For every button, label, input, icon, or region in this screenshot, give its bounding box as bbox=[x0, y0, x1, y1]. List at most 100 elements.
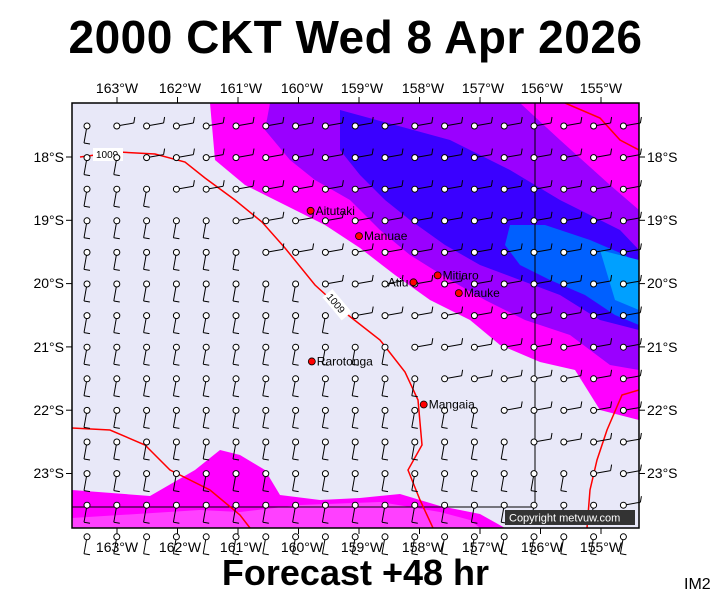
wind-barb bbox=[292, 375, 300, 398]
wind-barb bbox=[470, 243, 493, 256]
wind-barb bbox=[351, 243, 374, 256]
wind-barb bbox=[143, 375, 151, 398]
wind-barb bbox=[351, 438, 359, 461]
wind-barb bbox=[441, 533, 449, 556]
wind-barb bbox=[441, 243, 464, 256]
wind-barb bbox=[441, 338, 464, 351]
wind-barb bbox=[500, 243, 523, 256]
wind-barb bbox=[500, 180, 523, 193]
wind-barb bbox=[292, 470, 300, 493]
place-label: Atiu bbox=[388, 275, 409, 289]
wind-barb bbox=[321, 406, 329, 429]
wind-barb bbox=[83, 406, 91, 429]
lat-tick-label: 23°S bbox=[647, 465, 678, 481]
wind-barb bbox=[441, 438, 449, 461]
wind-barb bbox=[232, 211, 255, 225]
place-dot bbox=[306, 206, 315, 215]
wind-barb bbox=[113, 375, 121, 398]
wind-barb bbox=[202, 180, 225, 193]
wind-barb bbox=[262, 243, 285, 256]
wind-barb bbox=[560, 243, 583, 256]
wind-barb bbox=[530, 148, 553, 162]
map-title: 2000 CKT Wed 8 Apr 2026 bbox=[68, 11, 643, 63]
wind-barb bbox=[441, 148, 464, 162]
wind-barb bbox=[262, 533, 270, 556]
wind-barb bbox=[590, 243, 613, 256]
wind-barb bbox=[262, 312, 270, 335]
lat-ticks-left: 18°S 19°S 20°S 21°S 22°S 23°S bbox=[33, 149, 64, 481]
map-frame bbox=[71, 102, 640, 529]
wind-barb bbox=[381, 406, 389, 429]
wind-barb bbox=[500, 338, 523, 351]
wind-barb bbox=[202, 312, 210, 335]
wind-barb bbox=[292, 116, 315, 130]
wind-barb bbox=[351, 470, 359, 493]
wind-barb bbox=[470, 116, 493, 130]
wind-barb bbox=[441, 116, 464, 130]
wind-barb bbox=[441, 406, 449, 429]
wind-barb bbox=[441, 274, 464, 288]
wind-barb bbox=[560, 338, 583, 351]
wind-barb bbox=[83, 533, 91, 556]
wind-barb bbox=[351, 211, 374, 225]
wind-barb bbox=[411, 338, 434, 351]
place-marker: Atiu bbox=[388, 275, 418, 289]
wind-barb bbox=[202, 116, 225, 130]
wind-barb bbox=[560, 211, 583, 225]
wind-barb bbox=[560, 432, 583, 446]
wind-barb bbox=[381, 148, 404, 162]
wind-barb bbox=[232, 533, 240, 556]
wind-barb bbox=[113, 116, 136, 130]
wind-barb bbox=[470, 533, 478, 556]
wind-barb bbox=[292, 533, 300, 556]
wind-barb bbox=[113, 312, 121, 335]
copyright-box bbox=[505, 510, 635, 525]
wind-barb bbox=[143, 470, 151, 493]
wind-barb bbox=[411, 375, 419, 398]
lon-ticks-bottom: 163°W 162°W 161°W 160°W 159°W 158°W 157°… bbox=[96, 539, 623, 555]
wind-barb bbox=[411, 211, 434, 225]
forecast-label: Forecast +48 hr bbox=[221, 552, 490, 593]
wind-barb bbox=[619, 401, 642, 414]
wind-barb bbox=[530, 116, 553, 130]
wind-barb bbox=[143, 248, 151, 271]
wind-barb bbox=[530, 211, 553, 225]
wind-barb bbox=[351, 306, 374, 320]
wind-barb bbox=[500, 148, 523, 162]
tick-marks bbox=[66, 97, 645, 534]
wind-barb bbox=[262, 180, 285, 193]
place-label: Mauke bbox=[464, 286, 500, 300]
place-label: Aitutaki bbox=[316, 204, 355, 218]
wind-barb bbox=[411, 406, 419, 429]
wind-barb bbox=[202, 470, 210, 493]
wind-barb bbox=[292, 501, 300, 524]
place-marker: Manuae bbox=[355, 229, 408, 243]
lat-tick-label: 18°S bbox=[647, 149, 678, 165]
wind-barb bbox=[262, 116, 285, 130]
wind-barb bbox=[411, 180, 434, 193]
wind-barb bbox=[113, 343, 121, 366]
lon-tick-label: 162°W bbox=[159, 80, 202, 96]
wind-barb bbox=[321, 274, 344, 288]
wind-barbs bbox=[83, 116, 642, 556]
wind-barb bbox=[381, 501, 389, 524]
wind-barb bbox=[202, 280, 210, 303]
wind-barb bbox=[381, 274, 404, 288]
wind-barb bbox=[292, 438, 300, 461]
wind-barb bbox=[113, 154, 121, 177]
wind-barb bbox=[202, 406, 210, 429]
lon-tick-label: 155°W bbox=[580, 539, 623, 555]
place-label: Mangaia bbox=[429, 398, 475, 412]
wind-barb bbox=[262, 501, 270, 524]
wind-barb bbox=[232, 438, 240, 461]
wind-barb bbox=[441, 501, 449, 524]
wind-barb bbox=[232, 501, 240, 524]
place-dot bbox=[355, 232, 363, 241]
wind-barb bbox=[560, 470, 568, 493]
wind-barb bbox=[321, 312, 329, 335]
wind-barb bbox=[530, 369, 553, 383]
wind-barb bbox=[202, 501, 210, 524]
wind-barb bbox=[172, 406, 180, 429]
wind-barb bbox=[292, 180, 315, 193]
wind-barb bbox=[113, 406, 121, 429]
